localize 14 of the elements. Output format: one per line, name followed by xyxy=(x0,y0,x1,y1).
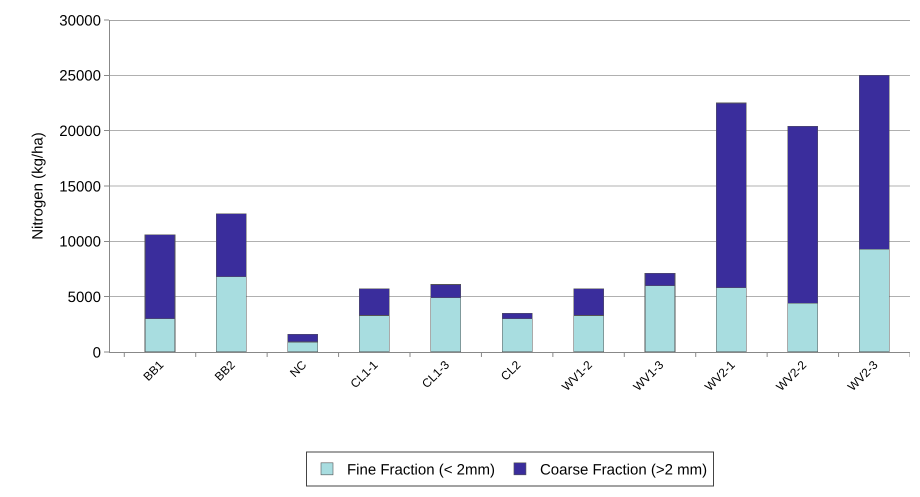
y-tick-label: 30000 xyxy=(59,12,101,30)
x-tick-label: BB1 xyxy=(140,358,167,384)
y-tick-label: 0 xyxy=(92,344,101,362)
y-tick-label: 20000 xyxy=(59,122,101,140)
legend-label: Coarse Fraction (>2 mm) xyxy=(540,462,708,479)
y-tick-label: 5000 xyxy=(68,288,101,306)
x-tick-label: CL2 xyxy=(498,358,524,384)
y-tick-label: 10000 xyxy=(59,234,101,251)
y-axis-title: Nitrogen (kg/ha) xyxy=(30,132,47,240)
y-tick-label: 15000 xyxy=(59,178,101,196)
x-tick-label: BB2 xyxy=(212,358,238,384)
y-tick-label: 25000 xyxy=(59,68,101,85)
legend-label: Fine Fraction (< 2mm) xyxy=(347,462,495,479)
x-tick-label: NC xyxy=(287,358,310,380)
